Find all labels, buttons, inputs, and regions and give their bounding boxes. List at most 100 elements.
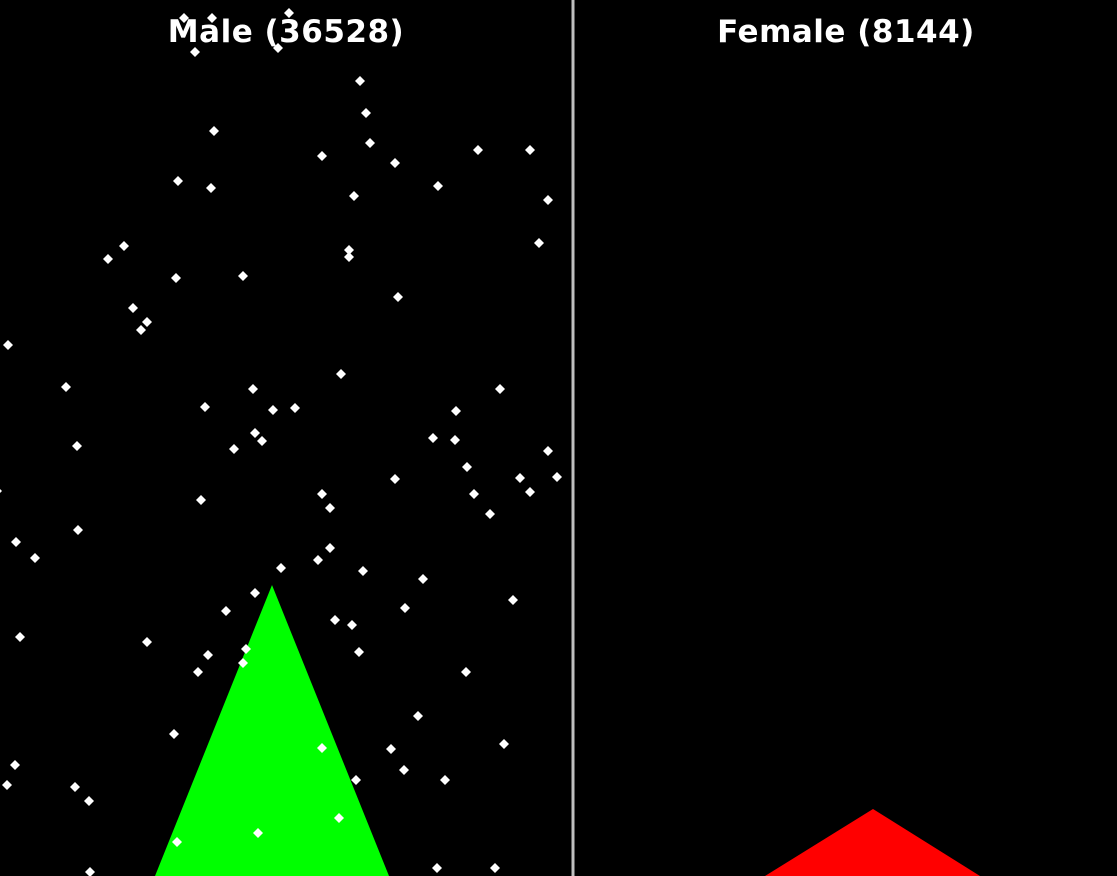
male-point <box>273 43 283 53</box>
male-point <box>196 495 206 505</box>
male-point <box>190 47 200 57</box>
male-point <box>543 195 553 205</box>
male-point <box>400 603 410 613</box>
male-point <box>103 254 113 264</box>
male-point <box>347 620 357 630</box>
male-point <box>313 555 323 565</box>
female-triangle <box>765 809 980 876</box>
male-point <box>172 837 182 847</box>
male-point <box>325 543 335 553</box>
male-point <box>432 863 442 873</box>
male-point <box>250 428 260 438</box>
male-points <box>0 8 562 876</box>
male-point <box>317 489 327 499</box>
male-point <box>552 472 562 482</box>
male-point <box>73 525 83 535</box>
male-point <box>2 780 12 790</box>
male-point <box>72 441 82 451</box>
male-point <box>171 273 181 283</box>
male-point <box>462 462 472 472</box>
male-point <box>355 76 365 86</box>
male-point <box>84 796 94 806</box>
male-point <box>238 658 248 668</box>
male-point <box>173 176 183 186</box>
male-point <box>317 743 327 753</box>
male-point <box>3 340 13 350</box>
male-point <box>390 158 400 168</box>
male-point <box>10 760 20 770</box>
male-point <box>499 739 509 749</box>
male-point <box>451 406 461 416</box>
male-point <box>358 566 368 576</box>
male-point <box>70 782 80 792</box>
male-point <box>169 729 179 739</box>
male-point <box>534 238 544 248</box>
male-point <box>473 145 483 155</box>
male-point <box>142 317 152 327</box>
male-point <box>276 563 286 573</box>
male-point <box>268 405 278 415</box>
male-point <box>257 436 267 446</box>
male-point <box>179 13 189 23</box>
male-point <box>508 595 518 605</box>
male-point <box>399 765 409 775</box>
male-point <box>354 647 364 657</box>
male-point <box>325 503 335 513</box>
male-point <box>142 637 152 647</box>
male-point <box>365 138 375 148</box>
male-point <box>386 744 396 754</box>
male-point <box>11 537 21 547</box>
male-point <box>344 252 354 262</box>
male-point <box>344 245 354 255</box>
male-point <box>390 474 400 484</box>
male-point <box>525 487 535 497</box>
male-point <box>418 574 428 584</box>
male-point <box>525 145 535 155</box>
male-point <box>543 446 553 456</box>
male-point <box>61 382 71 392</box>
male-point <box>221 606 231 616</box>
male-point <box>495 384 505 394</box>
male-point <box>136 325 146 335</box>
male-point <box>351 775 361 785</box>
male-point <box>330 615 340 625</box>
male-point <box>450 435 460 445</box>
male-point <box>284 8 294 18</box>
male-point <box>241 644 251 654</box>
male-point <box>250 588 260 598</box>
male-point <box>15 632 25 642</box>
male-point <box>248 384 258 394</box>
male-point <box>119 241 129 251</box>
male-point <box>433 181 443 191</box>
male-point <box>413 711 423 721</box>
male-point <box>238 271 248 281</box>
male-point <box>428 433 438 443</box>
male-point <box>469 489 479 499</box>
male-point <box>253 828 263 838</box>
male-point <box>393 292 403 302</box>
male-point <box>334 813 344 823</box>
male-point <box>203 650 213 660</box>
male-point <box>440 775 450 785</box>
male-point <box>515 473 525 483</box>
male-point <box>193 667 203 677</box>
male-point <box>207 13 217 23</box>
male-point <box>461 667 471 677</box>
male-point <box>206 183 216 193</box>
male-point <box>336 369 346 379</box>
male-point <box>290 403 300 413</box>
male-point <box>229 444 239 454</box>
male-point <box>361 108 371 118</box>
male-point <box>30 553 40 563</box>
male-point <box>0 489 2 493</box>
male-point <box>317 151 327 161</box>
male-point <box>485 509 495 519</box>
male-point <box>200 402 210 412</box>
male-point <box>209 126 219 136</box>
male-triangle <box>155 585 389 876</box>
male-point <box>85 867 95 876</box>
male-point <box>490 863 500 873</box>
male-point <box>128 303 138 313</box>
